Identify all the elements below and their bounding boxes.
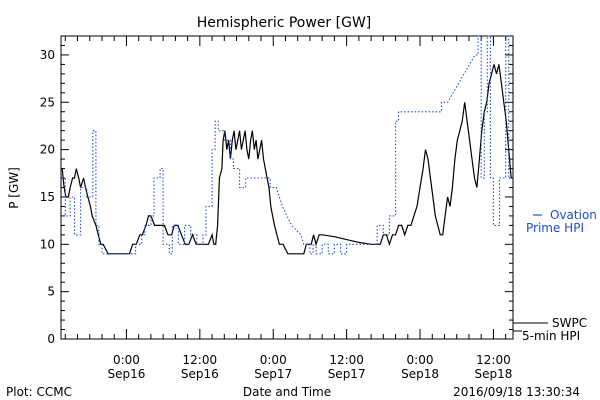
series-ovation-line [62, 35, 512, 255]
x-tick-labels: 0:00Sep1612:00Sep160:00Sep1712:00Sep170:… [107, 353, 512, 381]
x-tick-label-time: 0:00 [407, 353, 434, 367]
x-tick-label-time: 12:00 [476, 353, 511, 367]
series-lines [61, 35, 512, 255]
x-axis-label: Date and Time [243, 385, 331, 399]
timestamp: 2016/09/18 13:30:34 [453, 385, 580, 399]
y-tick-label: 25 [40, 95, 55, 109]
plot-frame [60, 35, 514, 340]
legend-swpc-line2: 5-min HPI [522, 329, 580, 343]
x-tick-label-date: Sep18 [474, 367, 512, 381]
x-tick-label-date: Sep16 [181, 367, 219, 381]
chart-title: Hemispheric Power [GW] [197, 15, 372, 31]
legend-ovation-line2: Prime HPI [526, 221, 584, 235]
x-tick-label-time: 0:00 [260, 353, 287, 367]
x-tick-label-date: Sep17 [328, 367, 366, 381]
y-tick-label: 15 [40, 190, 55, 204]
x-tick-label-time: 12:00 [329, 353, 364, 367]
series-swpc-line [61, 64, 512, 255]
y-tick-label: 30 [40, 48, 55, 62]
y-tick-label: 10 [40, 237, 55, 251]
axis-ticks [61, 35, 513, 340]
y-tick-labels: 0 5 10 15 20 25 30 [40, 48, 55, 346]
y-tick-label: 5 [47, 285, 55, 299]
plot-credit: Plot: CCMC [6, 385, 72, 399]
x-tick-label-date: Sep17 [254, 367, 292, 381]
legend-ovation-line1: Ovation [550, 208, 597, 222]
y-tick-label: 0 [47, 332, 55, 346]
x-tick-label-time: 0:00 [113, 353, 140, 367]
x-tick-label-time: 12:00 [183, 353, 218, 367]
x-tick-label-date: Sep18 [401, 367, 439, 381]
y-axis-label: P [GW] [7, 167, 21, 209]
legend: Ovation Prime HPI SWPC 5-min HPI [513, 208, 597, 343]
x-tick-label-date: Sep16 [107, 367, 145, 381]
y-tick-label: 20 [40, 143, 55, 157]
legend-swpc-line1: SWPC [552, 316, 587, 330]
